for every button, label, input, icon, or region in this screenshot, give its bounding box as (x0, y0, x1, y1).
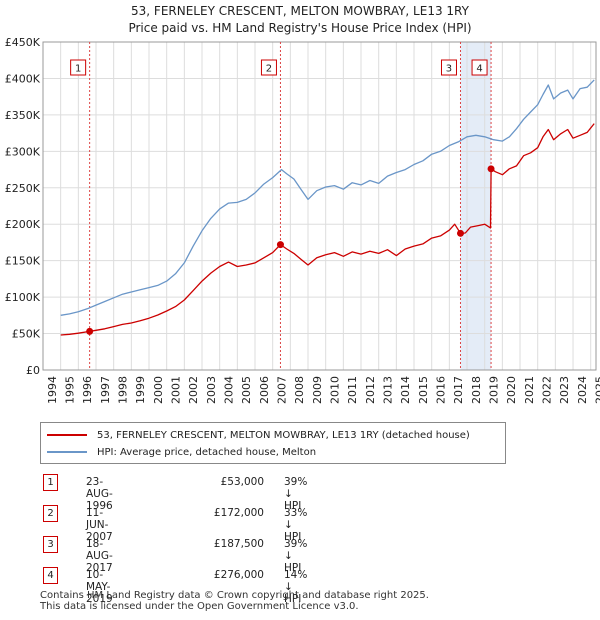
sale-number-label: 4 (476, 64, 482, 75)
transaction-date: 10-MAY-2019 (86, 569, 113, 605)
y-tick-label: £400K (5, 72, 41, 85)
x-tick-label: 1994 (46, 376, 59, 404)
shaded-span (460, 42, 492, 370)
sale-number-label: 3 (446, 64, 452, 75)
legend-item-hpi: HPI: Average price, detached house, Melt… (47, 444, 316, 460)
price-chart: £0 £50K £100K £150K £200K £250K £300K £350K £400… (5, 36, 600, 404)
x-tick-label: 2021 (523, 376, 536, 404)
y-tick-label: £450K (5, 36, 41, 49)
x-tick-label: 2013 (382, 376, 395, 404)
sale-number-box (70, 59, 87, 76)
chart-title: 53, FERNELEY CRESCENT, MELTON MOWBRAY, L… (131, 4, 469, 18)
legend-swatch-property (47, 434, 87, 436)
transaction-date: 11-JUN-2007 (86, 507, 113, 543)
y-tick-label: £250K (5, 182, 41, 195)
sale-number-box (440, 59, 457, 76)
x-tick-label: 2011 (346, 376, 359, 404)
hpi-line (60, 79, 595, 316)
transaction-hpi-diff: 33% ↓ HPI (284, 507, 308, 543)
sale-point (456, 229, 464, 237)
sale-number-box (471, 59, 488, 76)
transaction-number: 3 (43, 536, 58, 553)
legend-label-property: 53, FERNELEY CRESCENT, MELTON MOWBRAY, L… (97, 429, 470, 441)
transaction-price: £276,000 (213, 569, 264, 581)
x-tick-label: 2020 (505, 376, 518, 404)
x-tick-label: 2019 (488, 376, 501, 404)
plot-frame (42, 41, 597, 371)
sale-number-label: 2 (266, 64, 272, 75)
y-tick-label: £300K (5, 145, 41, 158)
x-tick-label: 2012 (364, 376, 377, 404)
x-tick-label: 2006 (258, 376, 271, 404)
x-tick-label: 2022 (541, 376, 554, 404)
x-tick-label: 1998 (117, 376, 130, 404)
x-tick-label: 2009 (311, 376, 324, 404)
x-tick-label: 2002 (187, 376, 200, 404)
transaction-number: 4 (43, 567, 58, 584)
x-tick-label: 1999 (134, 376, 147, 404)
transaction-number: 2 (43, 505, 58, 522)
sale-point (487, 165, 495, 173)
x-tick-label: 2024 (576, 376, 589, 404)
sale-point (86, 327, 94, 335)
x-tick-label: 2017 (452, 376, 465, 404)
x-tick-label: 2005 (240, 376, 253, 404)
legend-label-hpi: HPI: Average price, detached house, Melt… (97, 446, 317, 458)
x-tick-label: 2004 (223, 376, 236, 404)
transaction-hpi-diff: 39% ↓ HPI (284, 476, 308, 512)
transaction-date: 23-AUG-1996 (86, 476, 113, 512)
footer-attribution: Contains HM Land Registry data © Crown c… (40, 590, 429, 612)
y-tick-label: £150K (5, 255, 41, 268)
x-tick-label: 2025 (594, 376, 600, 404)
y-tick-label: £50K (12, 328, 41, 341)
x-tick-label: 1995 (64, 376, 77, 404)
legend: 53, FERNELEY CRESCENT, MELTON MOWBRAY, L… (40, 422, 506, 464)
x-tick-label: 2010 (329, 376, 342, 404)
transaction-date: 18-AUG-2017 (86, 538, 113, 574)
transaction-price: £187,500 (213, 538, 264, 550)
footer-line-copyright: Contains HM Land Registry data © Crown c… (40, 590, 429, 601)
footer-line-licence: This data is licensed under the Open Gov… (40, 601, 359, 612)
x-tick-label: 2008 (293, 376, 306, 404)
y-tick-label: £200K (5, 218, 41, 231)
legend-item-property: 53, FERNELEY CRESCENT, MELTON MOWBRAY, L… (47, 427, 470, 443)
x-tick-label: 2018 (470, 376, 483, 404)
x-tick-label: 2016 (435, 376, 448, 404)
x-tick-label: 2003 (205, 376, 218, 404)
x-tick-label: 2001 (170, 376, 183, 404)
y-tick-label: £350K (5, 109, 41, 122)
x-tick-label: 2023 (558, 376, 571, 404)
sale-point (276, 241, 284, 249)
x-tick-label: 1996 (81, 376, 94, 404)
transaction-hpi-diff: 14% ↓ HPI (284, 569, 308, 605)
legend-swatch-hpi (47, 451, 87, 453)
sale-number-box (260, 59, 277, 76)
transaction-price: £53,000 (220, 476, 264, 488)
property-price-line (60, 123, 595, 336)
sale-number-label: 1 (75, 64, 81, 75)
transaction-price: £172,000 (213, 507, 264, 519)
x-tick-label: 1997 (99, 376, 112, 404)
x-tick-label: 2000 (152, 376, 165, 404)
y-tick-label: £0 (26, 364, 40, 377)
x-tick-label: 2015 (417, 376, 430, 404)
x-tick-label: 2007 (276, 376, 289, 404)
x-tick-label: 2014 (399, 376, 412, 404)
transaction-hpi-diff: 39% ↓ HPI (284, 538, 308, 574)
transaction-number: 1 (43, 474, 58, 491)
chart-subtitle: Price paid vs. HM Land Registry's House … (128, 21, 472, 35)
y-tick-label: £100K (5, 291, 41, 304)
